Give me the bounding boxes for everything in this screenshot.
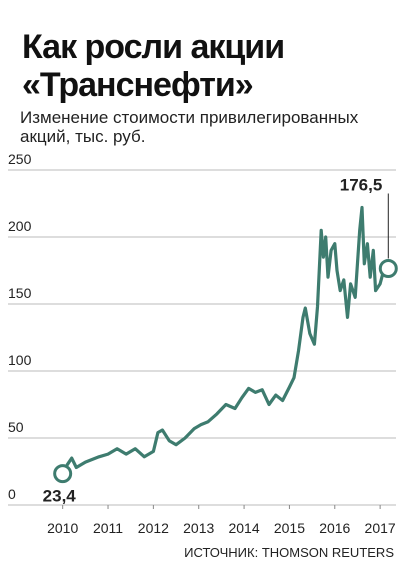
value-label: 23,4 <box>43 487 77 506</box>
point-marker <box>378 258 398 278</box>
x-tick-label: 2013 <box>183 520 214 536</box>
y-tick-label: 0 <box>8 486 16 502</box>
y-tick-label: 200 <box>8 218 32 234</box>
x-tick-label: 2017 <box>365 520 396 536</box>
x-tick-label: 2011 <box>93 520 123 536</box>
x-tick-label: 2012 <box>138 520 169 536</box>
y-tick-label: 150 <box>8 285 32 301</box>
x-tick-label: 2014 <box>228 520 259 536</box>
y-tick-label: 100 <box>8 352 32 368</box>
x-tick-label: 2016 <box>319 520 350 536</box>
source: ИСТОЧНИК: THOMSON REUTERS <box>184 545 394 560</box>
x-tick-label: 2010 <box>47 520 78 536</box>
chart-subtitle: Изменение стоимости привилегированных ак… <box>20 108 359 146</box>
chart-title: Как росли акции «Транснефти» <box>22 28 285 104</box>
value-label: 176,5 <box>340 175 383 194</box>
y-tick-label: 250 <box>8 151 32 167</box>
point-marker <box>53 464 73 484</box>
line <box>61 205 390 475</box>
y-tick-label: 50 <box>8 419 24 435</box>
x-tick-label: 2015 <box>274 520 305 536</box>
